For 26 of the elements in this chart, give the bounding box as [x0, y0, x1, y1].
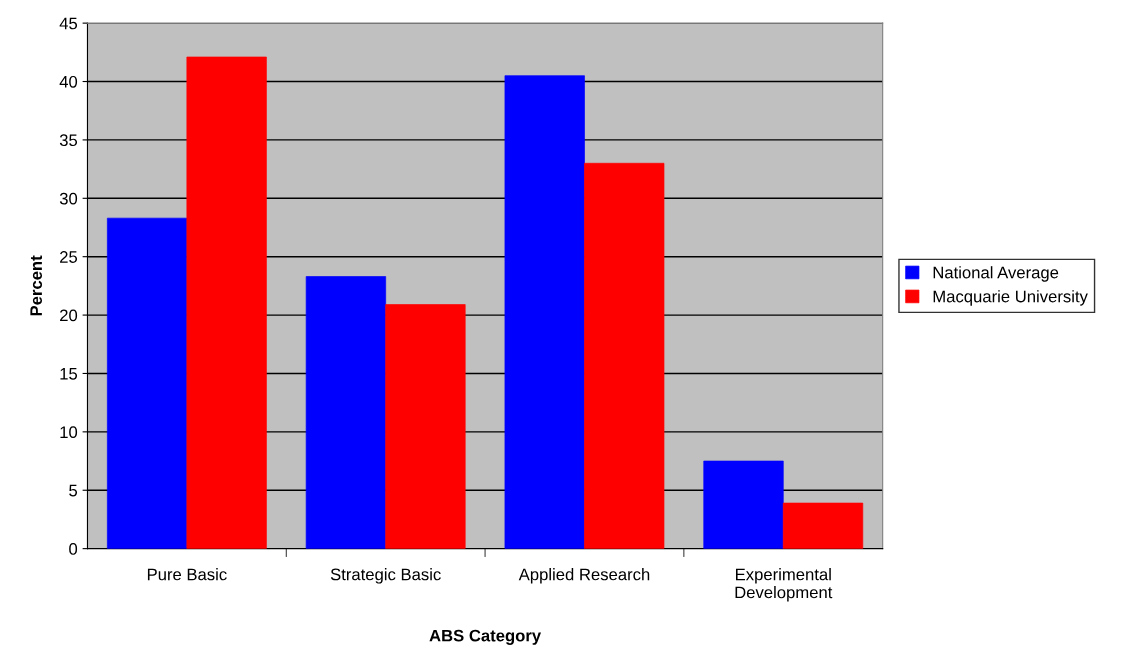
y-tick-label: 45 [59, 17, 78, 30]
y-tick-label: 30 [59, 192, 78, 205]
y-tick-label: 25 [60, 251, 78, 263]
y-tick-label: 15 [60, 368, 78, 380]
y-tick-label: 0 [69, 543, 78, 555]
x-tick-label: Experimental Development [735, 568, 833, 602]
bar [107, 217, 188, 549]
bar [703, 460, 784, 549]
bar [385, 304, 466, 549]
x-tick-label: Strategic Basic [330, 568, 441, 584]
x-axis-title: ABS Category [429, 629, 542, 645]
legend-label: National Average [933, 266, 1059, 282]
y-tick-label: 35 [59, 134, 78, 147]
y-tick-label: 40 [59, 75, 78, 88]
bar [504, 75, 585, 549]
bar [305, 276, 387, 549]
bar [186, 56, 267, 549]
y-tick-label: 5 [69, 484, 78, 497]
x-tick-label: Applied Research [518, 568, 650, 584]
y-axis-title: Percent [30, 255, 43, 316]
y-tick-label: 20 [60, 309, 78, 322]
bar [584, 162, 665, 549]
legend-label: Macquarie University [933, 290, 1088, 306]
y-tick-label: 10 [60, 426, 78, 439]
x-tick-label: Pure Basic [147, 568, 227, 581]
bar [782, 502, 864, 549]
